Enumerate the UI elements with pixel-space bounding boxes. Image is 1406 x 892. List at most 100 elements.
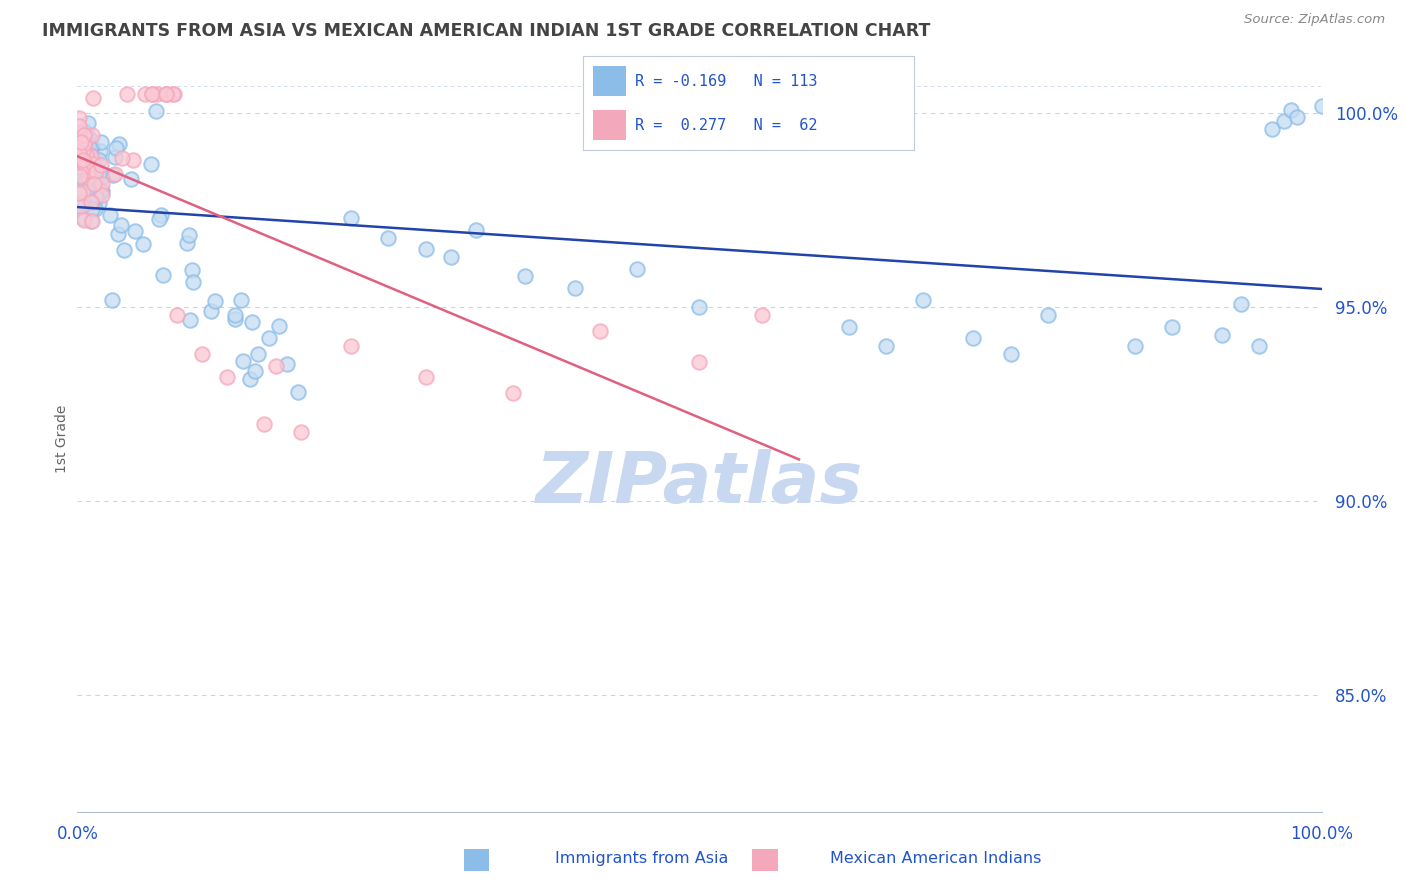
- Point: [377, 230, 399, 244]
- Text: IMMIGRANTS FROM ASIA VS MEXICAN AMERICAN INDIAN 1ST GRADE CORRELATION CHART: IMMIGRANTS FROM ASIA VS MEXICAN AMERICAN…: [42, 22, 931, 40]
- Point: [224, 311, 246, 326]
- Point: [70, 129, 93, 144]
- Point: [73, 172, 96, 186]
- Point: [141, 87, 163, 101]
- Point: [90, 183, 112, 197]
- Point: [72, 143, 94, 157]
- Point: [67, 133, 90, 147]
- Point: [340, 339, 363, 353]
- Point: [73, 145, 96, 159]
- Point: [962, 331, 984, 345]
- Point: [77, 193, 100, 207]
- Point: [69, 196, 91, 211]
- Point: [104, 167, 127, 181]
- Point: [76, 155, 98, 169]
- Point: [912, 293, 935, 307]
- Text: Mexican American Indians: Mexican American Indians: [830, 851, 1040, 865]
- Point: [67, 119, 90, 133]
- Point: [276, 357, 298, 371]
- Point: [121, 153, 143, 167]
- Point: [79, 158, 101, 172]
- Point: [181, 263, 204, 277]
- Point: [79, 141, 101, 155]
- Point: [181, 275, 204, 289]
- Point: [104, 150, 127, 164]
- Point: [76, 153, 98, 168]
- Point: [98, 208, 121, 222]
- Point: [564, 281, 586, 295]
- Point: [72, 185, 94, 199]
- Text: Source: ZipAtlas.com: Source: ZipAtlas.com: [1244, 13, 1385, 27]
- Point: [84, 164, 107, 178]
- Point: [415, 242, 437, 256]
- Point: [87, 153, 110, 167]
- Point: [90, 136, 112, 150]
- Point: [89, 144, 111, 158]
- Point: [84, 202, 107, 216]
- Point: [155, 87, 177, 101]
- Point: [134, 87, 156, 101]
- Point: [82, 140, 104, 154]
- Point: [287, 385, 309, 400]
- Point: [502, 385, 524, 400]
- Bar: [593, 110, 627, 140]
- Point: [166, 308, 188, 322]
- Point: [76, 137, 98, 152]
- Point: [79, 131, 101, 145]
- Point: [67, 111, 90, 125]
- Point: [176, 235, 198, 250]
- Point: [253, 417, 276, 431]
- Point: [155, 87, 177, 101]
- Point: [73, 180, 96, 194]
- Point: [91, 188, 114, 202]
- Point: [77, 169, 100, 184]
- Point: [73, 160, 96, 174]
- Point: [72, 153, 94, 168]
- Point: [148, 212, 170, 227]
- Point: [67, 145, 90, 159]
- Point: [240, 315, 263, 329]
- Point: [108, 137, 131, 152]
- Point: [80, 214, 103, 228]
- Point: [101, 168, 124, 182]
- Point: [200, 303, 222, 318]
- Point: [73, 156, 96, 170]
- Point: [82, 91, 104, 105]
- Point: [515, 269, 537, 284]
- Point: [67, 152, 90, 166]
- Point: [84, 165, 107, 179]
- Point: [72, 128, 94, 142]
- Point: [67, 146, 90, 161]
- Point: [875, 339, 897, 353]
- Point: [120, 172, 142, 186]
- Point: [1249, 339, 1271, 353]
- Point: [84, 190, 107, 204]
- Point: [101, 293, 124, 307]
- Point: [90, 158, 112, 172]
- Point: [80, 165, 103, 179]
- Text: R =  0.277   N =  62: R = 0.277 N = 62: [634, 118, 817, 133]
- Point: [80, 202, 103, 216]
- Text: R = -0.169   N = 113: R = -0.169 N = 113: [634, 73, 817, 88]
- Text: Immigrants from Asia: Immigrants from Asia: [555, 851, 728, 865]
- Point: [79, 163, 101, 178]
- Point: [76, 145, 98, 160]
- Point: [76, 146, 98, 161]
- Point: [266, 359, 288, 373]
- Point: [79, 148, 101, 162]
- Point: [267, 318, 290, 333]
- Point: [91, 184, 114, 198]
- Point: [689, 355, 711, 369]
- Point: [67, 182, 90, 196]
- Point: [75, 136, 97, 150]
- Point: [70, 190, 93, 204]
- Point: [87, 195, 110, 210]
- Point: [90, 184, 112, 198]
- Point: [67, 160, 90, 174]
- Point: [1161, 319, 1184, 334]
- Point: [179, 227, 201, 242]
- Point: [80, 128, 103, 143]
- Point: [191, 347, 214, 361]
- Point: [75, 126, 97, 140]
- Point: [77, 163, 100, 178]
